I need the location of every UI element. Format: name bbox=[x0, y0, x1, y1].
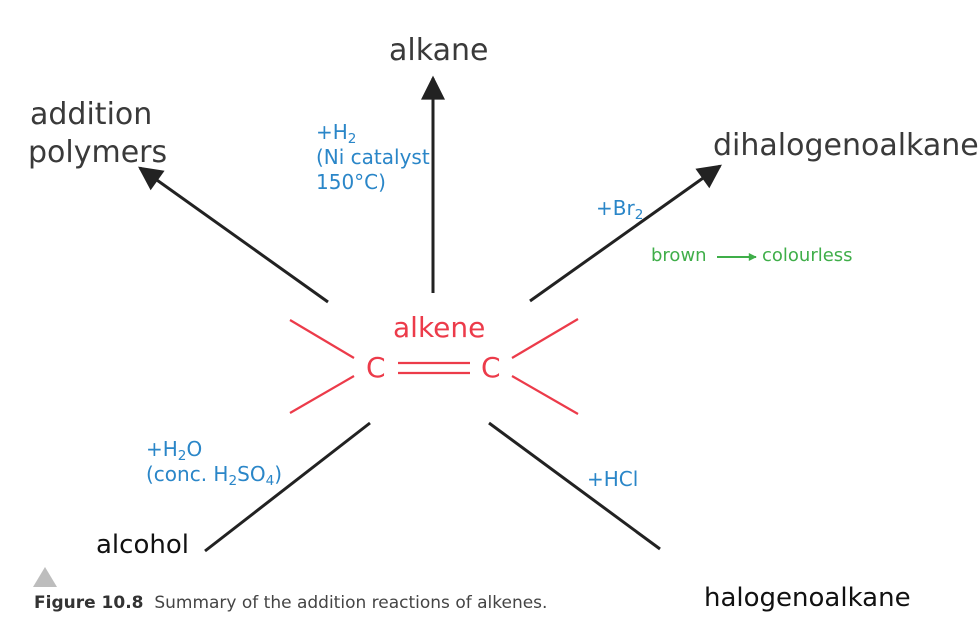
colour-change-from: brown bbox=[651, 245, 707, 266]
figure-number: Figure 10.8 bbox=[34, 593, 144, 613]
arrow-to-halogenoalkane bbox=[488, 421, 661, 551]
reagent-h2o: +H2O bbox=[146, 437, 203, 465]
product-halogenoalkane: halogenoalkane bbox=[704, 583, 911, 613]
reagent-hydrogen: +H2 (Ni catalyst 150°C) bbox=[316, 120, 430, 195]
arrow-to-alcohol bbox=[204, 421, 371, 553]
reagent-conc-h2so4: (conc. H2SO4) bbox=[146, 462, 283, 490]
product-addition-line1: addition bbox=[30, 97, 153, 132]
alkene-title: alkene bbox=[393, 311, 486, 344]
arrow-to-dihalogenoalkane bbox=[529, 164, 722, 303]
reagent-water: +H2O (conc. H2SO4) bbox=[146, 437, 283, 490]
product-alkane: alkane bbox=[389, 33, 489, 68]
figure-caption: Figure 10.8 Summary of the addition reac… bbox=[34, 593, 547, 613]
reagent-ni-catalyst: (Ni catalyst bbox=[316, 145, 430, 169]
product-addition-line2: polymers bbox=[28, 135, 168, 170]
carbon-atom-left: C bbox=[366, 351, 386, 384]
caption-triangle-icon bbox=[33, 567, 57, 587]
bond-upper-right bbox=[511, 318, 579, 359]
bond-lower-left bbox=[289, 375, 355, 414]
reagent-hcl: +HCl bbox=[587, 467, 639, 491]
carbon-atom-right: C bbox=[481, 351, 501, 384]
arrow-to-addition-polymers bbox=[138, 166, 329, 304]
bond-upper-left bbox=[289, 319, 355, 359]
reagent-h2: +H2 bbox=[316, 120, 357, 148]
product-addition-polymers: addition polymers bbox=[28, 96, 167, 172]
product-dihalogenoalkane: dihalogenoalkane bbox=[713, 128, 978, 163]
product-alcohol: alcohol bbox=[96, 530, 189, 560]
bond-lower-right bbox=[511, 375, 579, 415]
figure-caption-text: Summary of the addition reactions of alk… bbox=[154, 593, 548, 613]
reagent-temperature: 150°C) bbox=[316, 170, 386, 194]
colour-change-to: colourless bbox=[762, 245, 853, 266]
reagent-bromine: +Br2 bbox=[596, 196, 644, 224]
